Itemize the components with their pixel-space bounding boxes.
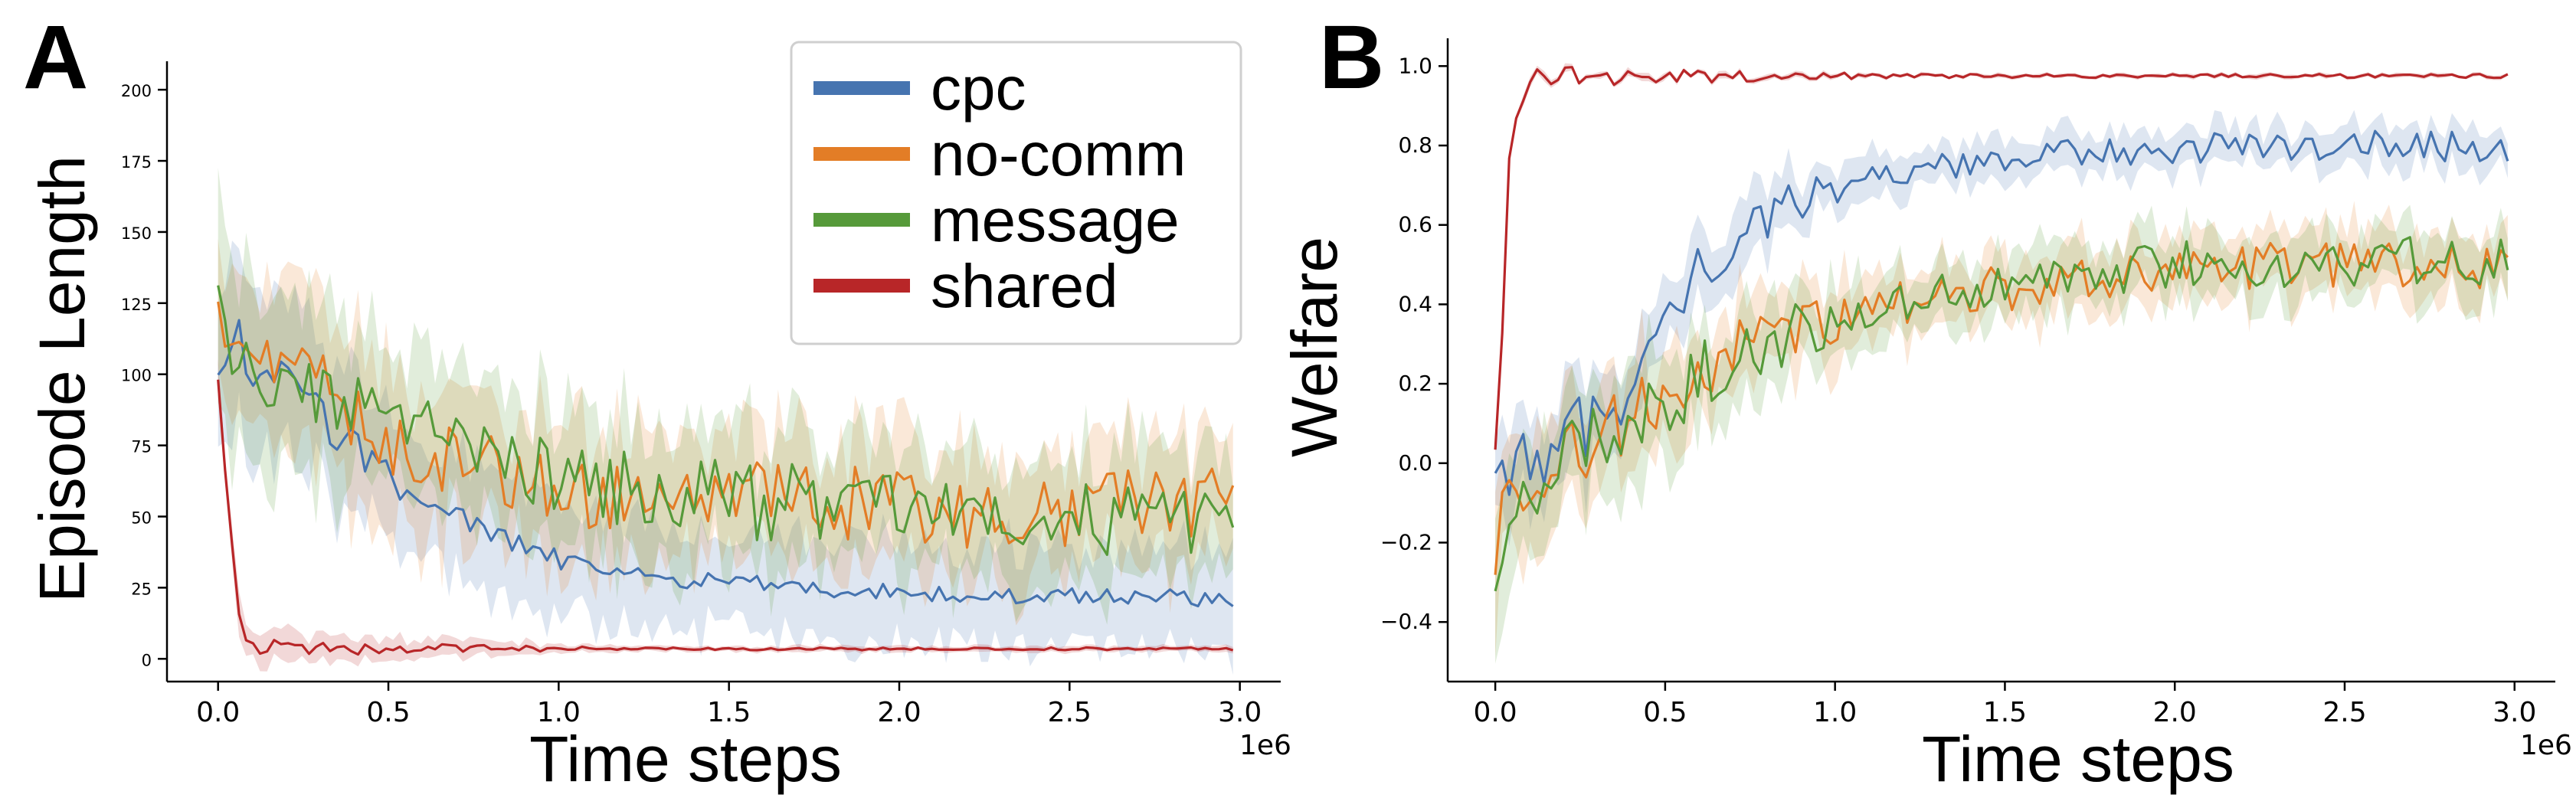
x-tick-label: 1.5	[1983, 697, 2027, 728]
x-tick-label: 1.5	[707, 697, 751, 728]
y-tick-label: 25	[131, 580, 152, 598]
y-tick-label: 150	[121, 224, 152, 243]
band-cpc-panel-a	[218, 240, 1233, 675]
y-tick-label: 0.8	[1398, 132, 1432, 158]
line-message-panel-b	[1494, 236, 2509, 592]
y-tick-label: 200	[121, 82, 152, 100]
y-tick-label: −0.4	[1380, 609, 1432, 634]
y-tick-label: 175	[121, 153, 152, 172]
y-tick-label: 50	[131, 509, 152, 527]
x-tick-label: 0.5	[1643, 697, 1687, 728]
line-message-panel-a	[217, 285, 1235, 556]
panel-a-x-multiplier: 1e6	[1239, 730, 1291, 761]
panel-b-letter: B	[1319, 7, 1384, 108]
x-tick-label: 0.0	[1473, 697, 1517, 728]
panel-a-letter: A	[23, 7, 88, 108]
legend-label-no-comm: no-comm	[931, 120, 1186, 188]
y-tick-label: 0.2	[1398, 371, 1432, 396]
y-tick-label: 0	[142, 651, 152, 669]
legend-label-message: message	[931, 186, 1180, 254]
x-tick-label: 2.0	[877, 697, 921, 728]
legend-label-shared: shared	[931, 252, 1118, 320]
legend-frame	[790, 41, 1242, 345]
y-tick-label: −0.2	[1380, 530, 1432, 555]
x-tick-label: 3.0	[1218, 697, 1262, 728]
y-tick-label: 100	[121, 367, 152, 385]
y-tick-label: 0.0	[1398, 450, 1432, 476]
panel-b-y-axis-title: Welfare	[1278, 237, 1350, 457]
panel-b-x-multiplier: 1e6	[2520, 730, 2572, 761]
panel-a-lines	[217, 285, 1235, 656]
legend-label-cpc: cpc	[931, 54, 1026, 123]
x-tick-label: 3.0	[2493, 697, 2536, 728]
panel-a-x-axis-title: Time steps	[529, 723, 842, 795]
panel-b-lines	[1494, 66, 2509, 592]
band-shared-panel-a	[218, 358, 1233, 672]
band-no-comm-panel-b	[1495, 201, 2508, 658]
x-tick-label: 0.5	[366, 697, 410, 728]
y-tick-label: 0.6	[1398, 212, 1432, 237]
x-tick-label: 1.0	[537, 697, 581, 728]
line-cpc-panel-a	[217, 319, 1234, 608]
panel-a-chart: 0.0 0.5 1.0 1.5 2.0 2.5 3.0 0 25 50 75 100 125 150 175…	[121, 61, 1281, 728]
panel-a-axes	[165, 61, 1281, 683]
x-tick-label: 2.5	[1048, 697, 1092, 728]
x-tick-label: 0.0	[196, 697, 240, 728]
panel-a-ticks: 0.0 0.5 1.0 1.5 2.0 2.5 3.0 0 25 50 75 100 125 150 175…	[121, 82, 1262, 728]
panel-b-bands	[1495, 63, 2508, 664]
line-cpc-panel-b	[1494, 129, 2509, 496]
line-shared-panel-a	[217, 379, 1234, 656]
band-message-panel-a	[218, 168, 1233, 625]
y-tick-label: 1.0	[1398, 53, 1432, 78]
panel-b-chart: 0.0 0.5 1.0 1.5 2.0 2.5 3.0 −0.4 −0.2 0.0 0.2 0.4 0.…	[1380, 38, 2555, 728]
band-cpc-panel-b	[1495, 110, 2508, 547]
line-no-comm-panel-a	[217, 301, 1235, 549]
x-tick-label: 1.0	[1813, 697, 1857, 728]
panel-b-ticks: 0.0 0.5 1.0 1.5 2.0 2.5 3.0 −0.4 −0.2 0.0 0.2 0.4 0.…	[1380, 53, 2536, 728]
line-shared-panel-b	[1494, 66, 2509, 450]
band-message-panel-b	[1495, 204, 2508, 664]
y-tick-label: 125	[121, 296, 152, 314]
x-tick-label: 2.0	[2153, 697, 2197, 728]
y-tick-label: 75	[131, 438, 152, 456]
panel-a-y-axis-title: Episode Length	[26, 155, 98, 603]
y-tick-label: 0.4	[1398, 291, 1432, 316]
panel-b-x-axis-title: Time steps	[1922, 723, 2234, 795]
x-tick-label: 2.5	[2322, 697, 2366, 728]
